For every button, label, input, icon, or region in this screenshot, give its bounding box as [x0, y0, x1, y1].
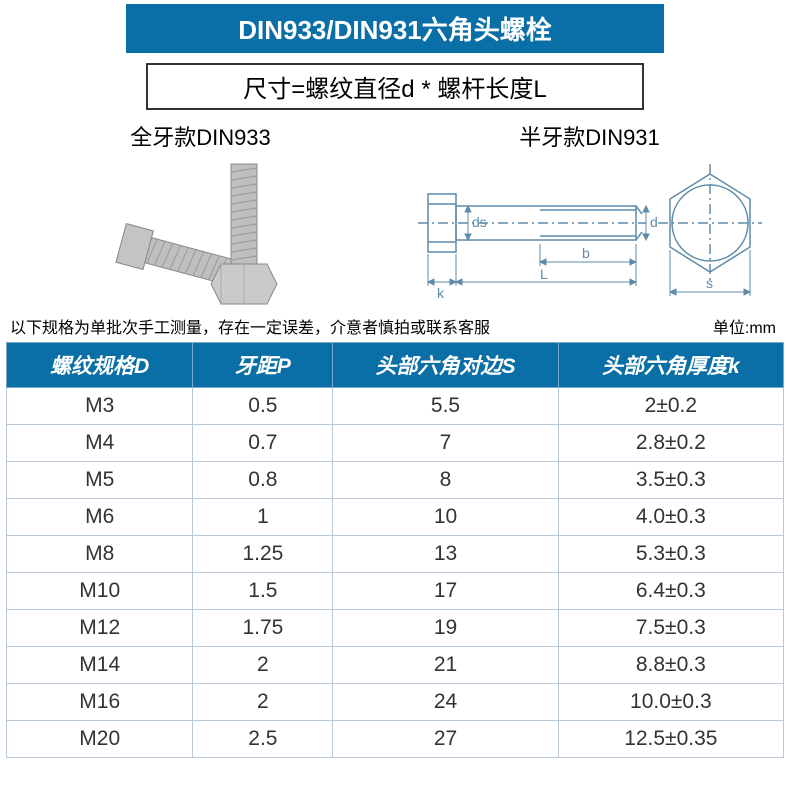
table-cell: 1.5: [193, 573, 333, 610]
table-cell: M14: [7, 647, 193, 684]
note-right: 单位:mm: [713, 314, 776, 338]
table-cell: 17: [333, 573, 558, 610]
table-cell: 8.8±0.3: [558, 647, 783, 684]
table-cell: M8: [7, 536, 193, 573]
table-cell: 2.8±0.2: [558, 425, 783, 462]
table-row: M81.25135.3±0.3: [7, 536, 784, 573]
diagram-left: 全牙款DIN933: [6, 120, 395, 308]
table-cell: M6: [7, 499, 193, 536]
table-header: 牙距P: [193, 343, 333, 388]
table-cell: 12.5±0.35: [558, 721, 783, 758]
table-cell: 10: [333, 499, 558, 536]
table-cell: 24: [333, 684, 558, 721]
table-header: 螺纹规格D: [7, 343, 193, 388]
table-row: M121.75197.5±0.3: [7, 610, 784, 647]
diagram-row: 全牙款DIN933: [6, 120, 784, 308]
table-cell: 3.5±0.3: [558, 462, 783, 499]
table-row: M50.883.5±0.3: [7, 462, 784, 499]
label-s: s: [706, 275, 713, 291]
table-cell: 8: [333, 462, 558, 499]
table-row: M1622410.0±0.3: [7, 684, 784, 721]
table-row: M101.5176.4±0.3: [7, 573, 784, 610]
table-cell: 10.0±0.3: [558, 684, 783, 721]
table-cell: 0.8: [193, 462, 333, 499]
label-k: k: [437, 285, 445, 301]
table-cell: M20: [7, 721, 193, 758]
table-cell: 6.4±0.3: [558, 573, 783, 610]
label-d: d: [650, 214, 658, 230]
table-cell: 2: [193, 684, 333, 721]
page-title: DIN933/DIN931六角头螺栓: [126, 4, 664, 53]
table-cell: 2.5: [193, 721, 333, 758]
table-row: M30.55.52±0.2: [7, 388, 784, 425]
table-cell: 2: [193, 647, 333, 684]
table-cell: 5.5: [333, 388, 558, 425]
table-cell: 27: [333, 721, 558, 758]
table-row: M61104.0±0.3: [7, 499, 784, 536]
diagram-right: 半牙款DIN931: [395, 120, 784, 308]
table-row: M202.52712.5±0.35: [7, 721, 784, 758]
label-b: b: [582, 245, 590, 261]
table-cell: 1.75: [193, 610, 333, 647]
label-L: L: [540, 266, 548, 282]
table-cell: 1: [193, 499, 333, 536]
size-formula: 尺寸=螺纹直径d * 螺杆长度L: [146, 63, 644, 110]
note-left: 以下规格为单批次手工测量，存在一定误差，介意者慎拍或联系客服: [10, 314, 490, 338]
table-header: 头部六角对边S: [333, 343, 558, 388]
table-cell: 1.25: [193, 536, 333, 573]
table-cell: 0.5: [193, 388, 333, 425]
table-cell: 19: [333, 610, 558, 647]
table-cell: 4.0±0.3: [558, 499, 783, 536]
table-cell: 0.7: [193, 425, 333, 462]
table-cell: M16: [7, 684, 193, 721]
note-row: 以下规格为单批次手工测量，存在一定误差，介意者慎拍或联系客服 单位:mm: [6, 314, 784, 342]
table-cell: 5.3±0.3: [558, 536, 783, 573]
diagram-right-label: 半牙款DIN931: [395, 120, 784, 152]
table-cell: M4: [7, 425, 193, 462]
diagram-left-label: 全牙款DIN933: [6, 120, 395, 152]
table-cell: 7.5±0.3: [558, 610, 783, 647]
table-cell: M3: [7, 388, 193, 425]
engineering-drawing: ds d b L k s: [410, 154, 770, 314]
table-row: M142218.8±0.3: [7, 647, 784, 684]
table-cell: 13: [333, 536, 558, 573]
spec-table: 螺纹规格D牙距P头部六角对边S头部六角厚度k M30.55.52±0.2M40.…: [6, 342, 784, 758]
table-row: M40.772.8±0.2: [7, 425, 784, 462]
table-header: 头部六角厚度k: [558, 343, 783, 388]
table-cell: M10: [7, 573, 193, 610]
label-ds: ds: [472, 214, 487, 230]
table-cell: M12: [7, 610, 193, 647]
table-cell: 21: [333, 647, 558, 684]
table-cell: 7: [333, 425, 558, 462]
bolt-photo: [81, 154, 321, 312]
table-cell: M5: [7, 462, 193, 499]
table-cell: 2±0.2: [558, 388, 783, 425]
